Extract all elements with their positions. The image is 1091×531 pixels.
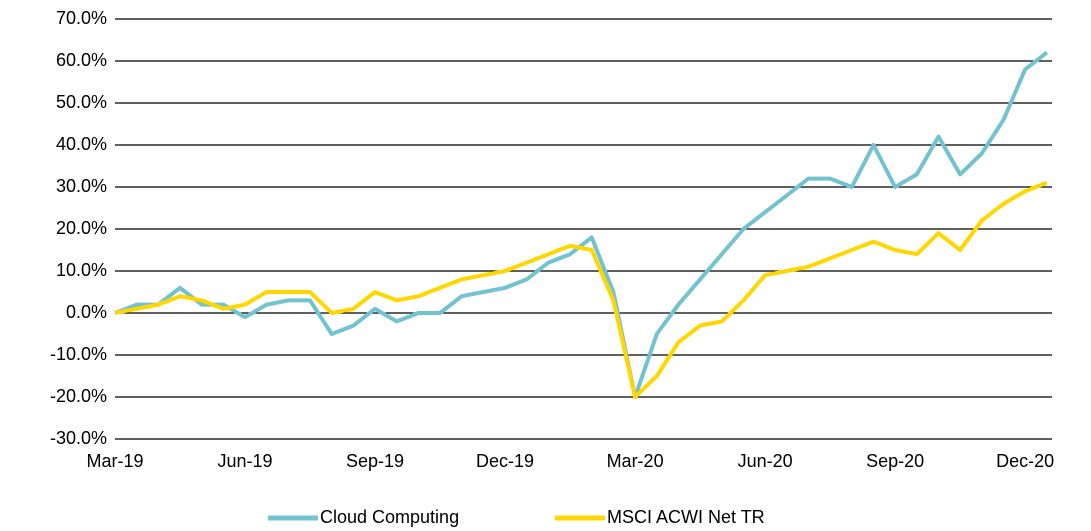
- x-tick-label: Mar-19: [86, 451, 143, 471]
- x-tick-label: Jun-19: [217, 451, 272, 471]
- y-tick-label: 30.0%: [56, 176, 107, 196]
- x-tick-label: Sep-20: [866, 451, 924, 471]
- x-tick-label: Dec-20: [996, 451, 1054, 471]
- x-tick-label: Jun-20: [738, 451, 793, 471]
- y-tick-label: 70.0%: [56, 8, 107, 28]
- y-tick-label: -30.0%: [50, 428, 107, 448]
- y-tick-label: 50.0%: [56, 92, 107, 112]
- y-tick-label: -10.0%: [50, 344, 107, 364]
- legend-label: MSCI ACWI Net TR: [607, 507, 765, 527]
- y-tick-label: 20.0%: [56, 218, 107, 238]
- x-tick-label: Mar-20: [607, 451, 664, 471]
- y-tick-label: 0.0%: [66, 302, 107, 322]
- y-tick-label: 10.0%: [56, 260, 107, 280]
- x-tick-label: Sep-19: [346, 451, 404, 471]
- x-tick-label: Dec-19: [476, 451, 534, 471]
- legend-label: Cloud Computing: [320, 507, 459, 527]
- series-line: [114, 51, 1049, 399]
- series-line: [114, 180, 1048, 399]
- y-tick-label: -20.0%: [50, 386, 107, 406]
- y-tick-label: 60.0%: [56, 50, 107, 70]
- y-tick-label: 40.0%: [56, 134, 107, 154]
